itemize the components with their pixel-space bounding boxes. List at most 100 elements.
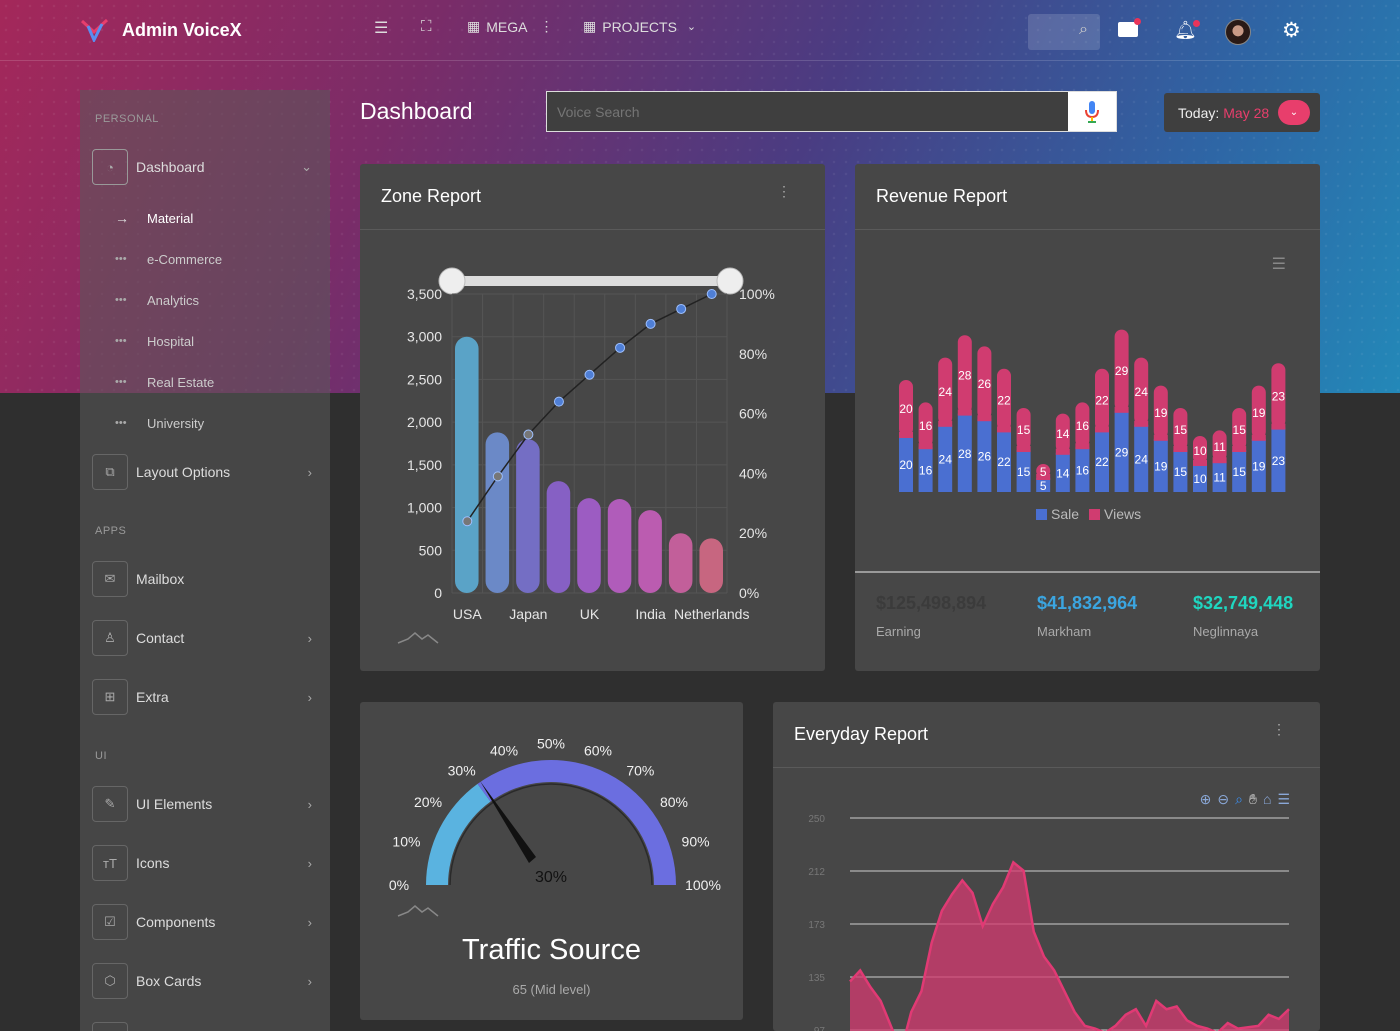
data-label: 16 <box>919 419 933 433</box>
data-label: 15 <box>1174 465 1188 479</box>
search-button[interactable]: ⌕ <box>1028 14 1100 50</box>
sidebar-item-icons[interactable]: тT Icons › <box>92 845 318 881</box>
sidebar-sub-hospital[interactable]: ••• Hospital <box>115 331 194 351</box>
bar-sale <box>1095 430 1109 492</box>
data-label: 20 <box>899 402 913 416</box>
card-title: Revenue Report <box>876 186 1008 206</box>
traffic-gauge-chart: 0% 10% 20% 30% 40% 50% 60% 70% 80% 90% 100% 30% <box>389 736 721 917</box>
sidebar-item-label: Extra <box>136 689 169 705</box>
sidebar-sub-real-estate[interactable]: ••• Real Estate <box>115 372 214 392</box>
legend-label: Views <box>1104 506 1141 522</box>
chevron-right-icon: › <box>307 855 312 871</box>
x-tick-label: Japan <box>509 606 547 622</box>
sidebar-item-components[interactable]: ☑ Components › <box>92 904 318 940</box>
bar-sale <box>1271 427 1286 492</box>
bar-views <box>1271 423 1286 430</box>
sidebar-item-ui-elements[interactable]: ✎ UI Elements › <box>92 786 318 822</box>
sub-label: Hospital <box>147 333 194 349</box>
data-label: 20 <box>899 458 913 472</box>
magnify-icon[interactable]: ⌕ <box>1235 791 1243 807</box>
zoom-out-icon[interactable]: ⊖ <box>1217 791 1230 807</box>
bar-sale <box>977 419 992 492</box>
settings-button[interactable]: ⚙ <box>1282 18 1301 43</box>
everyday-report-chart: 250 212 173 135 97 <box>808 814 1290 1031</box>
zoom-in-icon[interactable]: ⊕ <box>1199 791 1212 807</box>
avatar[interactable] <box>1225 19 1251 45</box>
mega-menu-button[interactable]: ▦ MEGA ⋮ <box>467 18 553 35</box>
range-slider-track <box>452 276 730 286</box>
sparkline-icon <box>397 632 439 644</box>
sidebar-item-more[interactable] <box>92 1022 318 1031</box>
bar-views <box>1134 357 1149 425</box>
microphone-icon <box>1085 100 1099 123</box>
more-options-icon[interactable]: ⋮ <box>777 183 791 199</box>
y-tick-label: 3,000 <box>407 329 442 345</box>
sidebar-sub-analytics[interactable]: ••• Analytics <box>115 290 199 310</box>
chart-menu-icon[interactable]: ☰ <box>1271 256 1286 273</box>
sidebar-item-extra[interactable]: ⊞ Extra › <box>92 679 318 715</box>
stat-label: Earning <box>876 624 921 639</box>
sidebar-item-mailbox[interactable]: ✉ Mailbox <box>92 561 318 597</box>
bar-views <box>1036 474 1051 480</box>
menu-toggle-button[interactable]: ☰ <box>374 18 388 38</box>
pan-icon[interactable]: ✋︎ <box>1248 791 1257 807</box>
mic-button[interactable] <box>1068 92 1116 131</box>
bar-sale <box>918 447 933 492</box>
bar-views <box>1193 436 1207 464</box>
data-label: 29 <box>1115 445 1129 459</box>
home-icon[interactable]: ⌂ <box>1262 791 1272 807</box>
gauge-value-label: 30% <box>535 869 567 886</box>
bar-views <box>1173 408 1188 450</box>
sidebar-item-label: UI Elements <box>136 796 213 812</box>
voice-search-input[interactable] <box>547 103 1067 120</box>
date-picker[interactable]: Today: May 28 ⌄ <box>1164 93 1320 132</box>
y-tick-label: 2,000 <box>407 414 442 430</box>
legend-label: Sale <box>1051 506 1079 522</box>
data-label: 28 <box>958 368 972 382</box>
bar-sale <box>1153 438 1168 492</box>
bar <box>577 498 601 593</box>
mail-button[interactable] <box>1118 18 1141 37</box>
data-label: 24 <box>939 452 953 466</box>
more-icon <box>92 1022 128 1031</box>
bar <box>485 432 510 593</box>
revenue-report-chart: 20 20 16 16 24 24 28 28 26 26 22 22 15 15 55 14 14 16 16 22… <box>899 329 1286 522</box>
data-label: 22 <box>997 455 1011 469</box>
sidebar-sub-university[interactable]: ••• University <box>115 413 204 433</box>
dots-icon: ••• <box>115 417 127 429</box>
sidebar-item-label: Dashboard <box>136 159 205 175</box>
sidebar-item-layout-options[interactable]: ⧉ Layout Options › <box>92 454 318 490</box>
sidebar-item-dashboard[interactable]: ◔ Dashboard ⌄ <box>92 149 318 185</box>
sidebar-item-box-cards[interactable]: ⬡ Box Cards › <box>92 963 318 999</box>
chevron-down-icon[interactable]: ⌄ <box>1278 100 1310 125</box>
cumulative-point <box>523 429 534 440</box>
menu-icon[interactable]: ☰ <box>1277 791 1290 807</box>
bar-sale <box>1212 461 1227 492</box>
dashboard-icon: ◔ <box>92 149 128 185</box>
sidebar-item-contact[interactable]: ♙ Contact › <box>92 620 318 656</box>
dots-icon: ••• <box>115 253 127 265</box>
stat-label: Markham <box>1037 624 1092 639</box>
chevron-down-icon: ⌄ <box>301 159 312 174</box>
user-icon: ♙ <box>92 620 128 656</box>
data-label: 19 <box>1252 459 1266 473</box>
chevron-right-icon: › <box>307 973 312 989</box>
bar-views <box>1016 408 1031 450</box>
y2-tick-label: 100% <box>739 286 775 302</box>
notifications-button[interactable]: 🔔︎ <box>1174 20 1200 41</box>
sidebar-sub-ecommerce[interactable]: ••• e-Commerce <box>115 249 222 269</box>
y-tick-label: 2,500 <box>407 371 442 387</box>
projects-menu-button[interactable]: ▦ PROJECTS ⌄ <box>583 18 696 35</box>
more-options-icon[interactable]: ⋮ <box>1272 721 1286 737</box>
brand[interactable]: Admin VoiceX <box>80 18 242 42</box>
y2-tick-label: 20% <box>739 525 767 541</box>
data-label: 16 <box>1076 419 1090 433</box>
bar-views <box>997 426 1011 433</box>
sidebar-sub-material[interactable]: → Material <box>115 208 193 228</box>
bar-sale <box>938 424 953 492</box>
data-label: 28 <box>958 447 972 461</box>
fullscreen-button[interactable]: ⛶ <box>421 18 432 35</box>
card-title: Everyday Report <box>794 724 929 744</box>
kebab-icon: ⋮ <box>539 18 554 34</box>
bar-sale <box>1232 450 1247 492</box>
